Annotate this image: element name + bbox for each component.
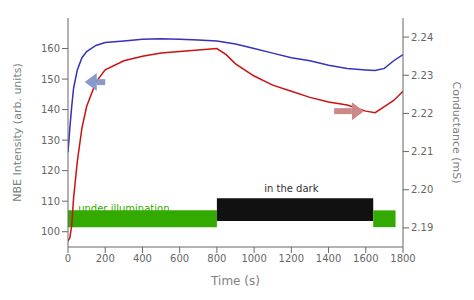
svg-text:2.23: 2.23: [411, 70, 433, 81]
svg-text:200: 200: [96, 253, 115, 264]
svg-text:600: 600: [170, 253, 189, 264]
svg-text:130: 130: [41, 135, 60, 146]
svg-text:1200: 1200: [279, 253, 304, 264]
svg-text:110: 110: [41, 196, 60, 207]
svg-text:Conductance (mS): Conductance (mS): [450, 81, 463, 183]
svg-text:140: 140: [41, 104, 60, 115]
svg-text:NBE Intensity (arb. units): NBE Intensity (arb. units): [11, 63, 24, 201]
svg-text:0: 0: [65, 253, 71, 264]
svg-text:2.22: 2.22: [411, 108, 433, 119]
svg-text:120: 120: [41, 165, 60, 176]
svg-text:800: 800: [207, 253, 226, 264]
svg-text:1000: 1000: [241, 253, 266, 264]
svg-text:400: 400: [133, 253, 152, 264]
svg-text:Time (s): Time (s): [210, 274, 260, 288]
svg-text:160: 160: [41, 43, 60, 54]
svg-text:2.24: 2.24: [411, 32, 433, 43]
svg-text:1400: 1400: [316, 253, 341, 264]
svg-text:150: 150: [41, 74, 60, 85]
svg-text:2.20: 2.20: [411, 184, 433, 195]
svg-text:under illumination: under illumination: [78, 203, 169, 214]
svg-text:1600: 1600: [353, 253, 378, 264]
svg-text:100: 100: [41, 226, 60, 237]
svg-text:1800: 1800: [390, 253, 415, 264]
svg-text:2.19: 2.19: [411, 222, 433, 233]
svg-text:in the dark: in the dark: [264, 183, 318, 194]
svg-text:2.21: 2.21: [411, 146, 433, 157]
